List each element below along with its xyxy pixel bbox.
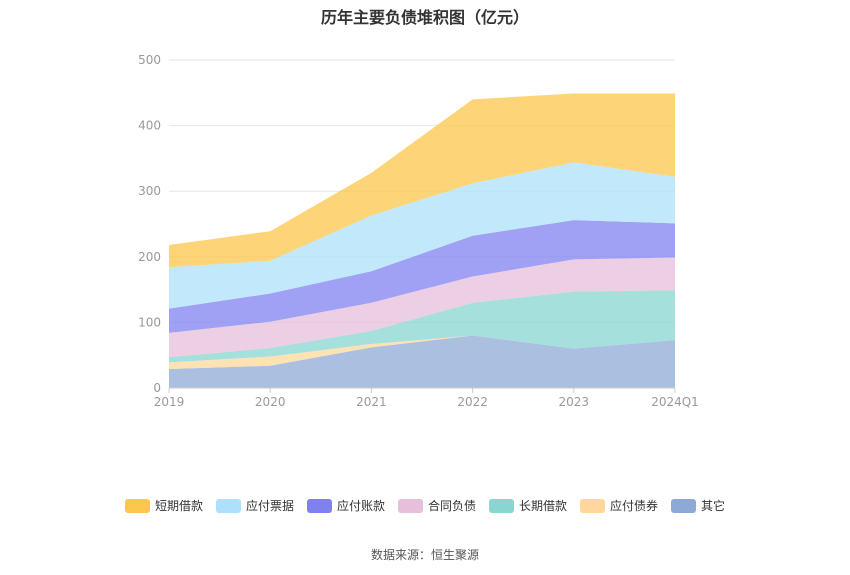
y-tick-label: 0 (153, 381, 161, 395)
x-tick-label: 2019 (154, 395, 185, 409)
legend-label: 应付票据 (245, 499, 294, 513)
area-series-3 (169, 257, 675, 358)
legend-item[interactable]: 长期借款 (489, 497, 567, 514)
legend-item[interactable]: 合同负债 (397, 497, 476, 514)
stacked-area-chart: 0 100 200 300 400 500 2019 2020 2021 2022 2023 2024… (138, 53, 699, 409)
legend-label: 应付账款 (336, 499, 385, 513)
area-series-1 (169, 335, 675, 369)
x-tick-label: 2020 (255, 395, 286, 409)
legend-label: 其它 (701, 499, 726, 513)
x-tick-label: 2024Q1 (651, 395, 699, 409)
y-tick-label: 200 (138, 250, 161, 264)
legend-label: 长期借款 (519, 499, 568, 513)
legend-item[interactable]: 其它 (671, 497, 725, 514)
legend: 短期借款 应付票据 应付账款 合同负债 长期借款 应付债券 其它 (0, 497, 850, 514)
legend-item[interactable]: 应付债券 (580, 497, 658, 514)
y-tick-label: 100 (138, 315, 161, 329)
area-series-5 (169, 162, 675, 309)
legend-item[interactable]: 应付账款 (306, 497, 385, 514)
area-series-group (169, 93, 675, 388)
area-series-0 (169, 335, 675, 388)
legend-label: 合同负债 (427, 499, 476, 513)
legend-swatch (306, 498, 332, 513)
y-tick-label: 500 (138, 53, 161, 67)
legend-item[interactable]: 短期借款 (124, 497, 203, 514)
chart-title: 历年主要负债堆积图（亿元） (320, 8, 529, 27)
area-series-4 (169, 220, 675, 333)
x-tick-label: 2021 (356, 395, 387, 409)
x-tick-label: 2023 (559, 395, 590, 409)
legend-swatch (215, 498, 241, 513)
y-tick-label: 400 (138, 119, 161, 133)
legend-swatch (580, 498, 606, 513)
legend-item[interactable]: 应付票据 (215, 497, 294, 514)
legend-swatch (397, 498, 423, 513)
legend-label: 应付债券 (610, 499, 659, 513)
legend-swatch (124, 498, 150, 513)
legend-label: 短期借款 (154, 499, 203, 513)
area-series-6 (169, 93, 675, 268)
legend-swatch (671, 498, 697, 513)
area-series-2 (169, 290, 675, 363)
x-tick-label: 2022 (457, 395, 488, 409)
data-source-note: 数据来源：恒生聚源 (370, 548, 479, 562)
axes: 0 100 200 300 400 500 2019 2020 2021 2022 2023 2024… (138, 53, 699, 409)
y-tick-label: 300 (138, 184, 161, 198)
legend-swatch (489, 498, 514, 513)
